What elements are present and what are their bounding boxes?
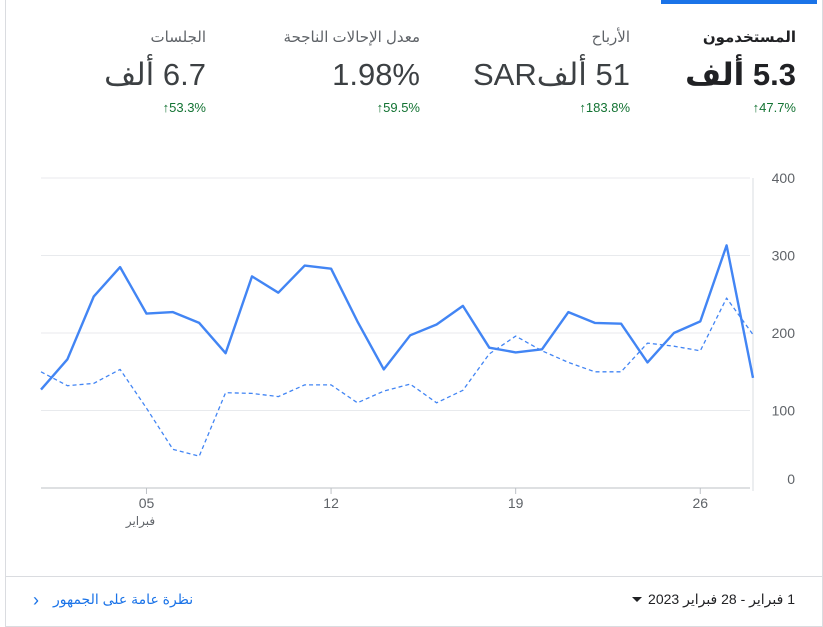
x-tick-sublabel: فبراير: [125, 514, 155, 529]
metric-tab-users[interactable]: المستخدمون 5.3 ألف 47.7%↑: [646, 28, 796, 115]
metric-value: 6.7 ألف: [104, 57, 206, 92]
arrow-up-icon: ↑: [752, 100, 760, 115]
card-footer: 1 فبراير - 28 فبراير 2023 نظرة عامة على …: [5, 576, 823, 627]
overview-card: [5, 0, 823, 627]
line-chart: 0 100 200 300 400 05 فبراير 12 19 26: [40, 170, 796, 529]
delta-value: 47.7%: [759, 100, 796, 115]
caret-down-icon: [632, 597, 643, 602]
arrow-up-icon: ↑: [579, 100, 586, 115]
y-tick-label: 0: [787, 471, 795, 487]
metric-delta: 47.7%↑: [646, 100, 796, 115]
metric-value: 1.98%: [332, 57, 420, 92]
date-range-label: 1 فبراير - 28 فبراير 2023: [648, 591, 795, 607]
x-tick-label: 26: [692, 495, 708, 511]
y-tick-label: 400: [772, 170, 796, 186]
y-tick-label: 300: [772, 248, 796, 264]
x-tick-label: 12: [323, 495, 339, 511]
metric-label: الأرباح: [591, 29, 630, 46]
x-tick-label: 05: [139, 495, 155, 511]
delta-value: 59.5%: [383, 100, 420, 115]
metric-value: 5.3 ألف: [685, 57, 796, 92]
chevron-left-icon: ‹: [33, 589, 39, 610]
comparison-series-line: [40, 297, 754, 457]
metric-delta: 183.8%↑: [450, 100, 630, 115]
delta-value: 183.8%: [585, 100, 630, 115]
metric-label: معدل الإحالات الناجحة: [283, 29, 420, 46]
metric-tab-revenue[interactable]: الأرباح 51 ألفSAR 183.8%↑: [450, 28, 630, 115]
metric-tab-conversion-rate[interactable]: معدل الإحالات الناجحة 1.98% 59.5%↑: [220, 28, 420, 115]
metric-tab-sessions[interactable]: الجلسات 6.7 ألف 53.3%↑: [56, 28, 206, 115]
y-tick-label: 100: [772, 403, 796, 419]
metric-delta: 59.5%↑: [220, 100, 420, 115]
arrow-up-icon: ↑: [376, 100, 384, 115]
arrow-up-icon: ↑: [162, 100, 170, 115]
metric-label: المستخدمون: [702, 29, 796, 46]
metric-value: 51 ألفSAR: [473, 57, 630, 92]
audience-overview-label: نظرة عامة على الجمهور: [53, 591, 194, 607]
date-range-selector[interactable]: 1 فبراير - 28 فبراير 2023: [632, 591, 795, 608]
metric-delta: 53.3%↑: [56, 100, 206, 115]
delta-value: 53.3%: [169, 100, 206, 115]
active-tab-indicator: [661, 0, 817, 4]
x-tick-label: 19: [508, 495, 524, 511]
y-tick-label: 200: [772, 325, 796, 341]
audience-overview-link[interactable]: نظرة عامة على الجمهور ‹: [33, 589, 194, 610]
current-series-line: [40, 244, 755, 391]
metric-label: الجلسات: [150, 29, 206, 46]
